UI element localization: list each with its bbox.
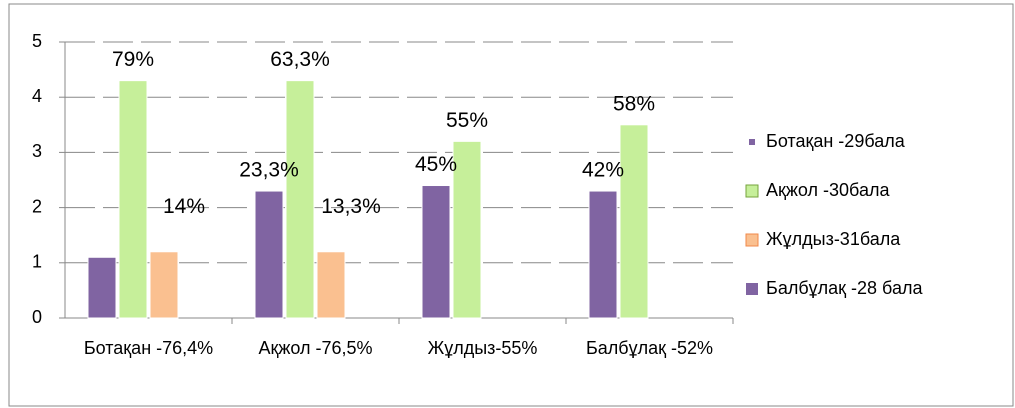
annotation: 79%	[112, 48, 154, 71]
bar	[285, 80, 315, 319]
bar	[421, 185, 451, 319]
annotation: 63,3%	[270, 48, 330, 71]
annotation: 58%	[613, 92, 655, 115]
legend-label: Балбұлақ -28 бала	[766, 278, 923, 298]
x-tick-label: Ақжол -76,5%	[258, 338, 373, 358]
legend-label: Ботақан -29бала	[766, 131, 906, 151]
bar	[118, 80, 148, 319]
legend-swatch	[746, 283, 758, 295]
legend-label: Ақжол -30бала	[766, 180, 890, 200]
bar	[588, 190, 618, 319]
annotation: 23,3%	[239, 159, 299, 182]
y-tick-label: 2	[32, 196, 42, 216]
bar	[316, 251, 346, 319]
x-tick-label: Жұлдыз-55%	[427, 338, 538, 358]
bar	[619, 124, 649, 319]
bar	[149, 251, 179, 319]
legend-label: Жұлдыз-31бала	[766, 229, 901, 249]
annotation: 55%	[446, 109, 488, 132]
chart-border	[8, 3, 1014, 407]
y-tick-label: 0	[32, 307, 42, 327]
y-tick-label: 3	[32, 141, 42, 161]
x-tick-label: Балбұлақ -52%	[585, 338, 714, 358]
legend-swatch	[745, 233, 759, 247]
legend-swatch	[745, 184, 759, 198]
y-tick-label: 4	[32, 86, 42, 106]
annotation: 14%	[163, 195, 205, 218]
y-tick-label: 1	[32, 252, 42, 272]
bar	[452, 140, 482, 319]
bar	[87, 256, 117, 319]
legend-swatch	[749, 139, 755, 145]
y-tick-label: 5	[32, 31, 42, 51]
bar	[254, 190, 284, 319]
x-tick-label: Ботақан -76,4%	[83, 338, 214, 358]
annotation: 42%	[582, 159, 624, 182]
annotation: 45%	[415, 153, 457, 176]
annotation: 13,3%	[321, 195, 381, 218]
